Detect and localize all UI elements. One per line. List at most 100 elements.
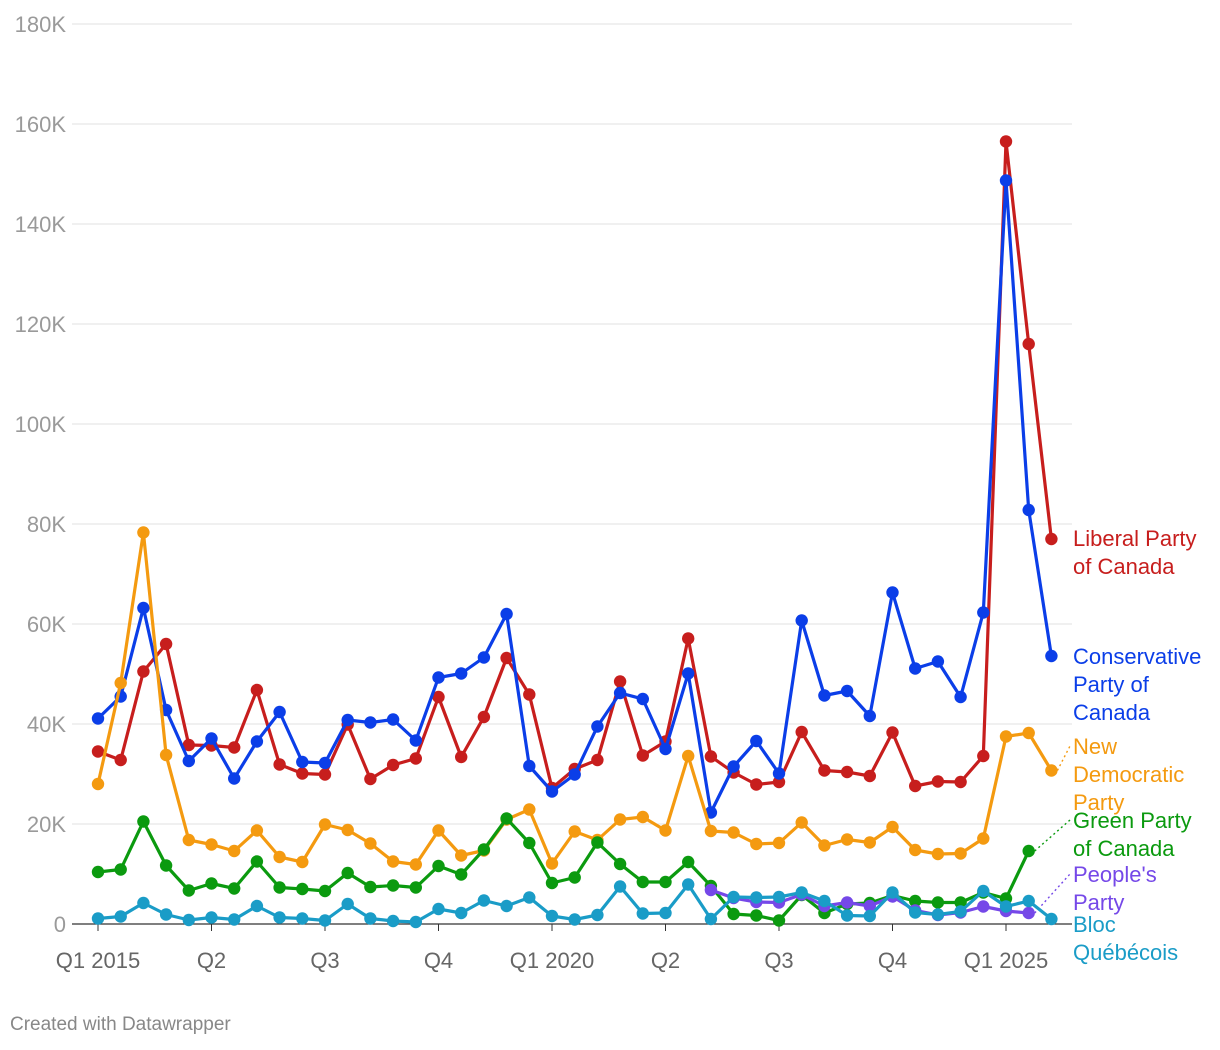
data-point-green-party-of-canada — [159, 859, 173, 872]
data-point-green-party-of-canada — [613, 857, 627, 871]
data-point-new-democratic-party — [886, 820, 899, 834]
data-point-liberal-party-of-canada — [863, 769, 876, 783]
data-point-conservative-party-of-canada — [682, 667, 695, 680]
data-point-conservative-party-of-canada — [591, 720, 604, 733]
label-connectors — [1034, 745, 1071, 914]
data-point-people-s-party — [977, 900, 990, 913]
data-point-new-democratic-party — [341, 823, 354, 837]
y-tick-label: 40K — [27, 712, 66, 737]
data-point-bloc-qu-b-cois — [682, 878, 695, 891]
data-point-liberal-party-of-canada — [886, 726, 899, 739]
data-point-new-democratic-party — [273, 850, 286, 864]
series-label-line: New — [1073, 734, 1117, 759]
series-liberal-party-of-canada — [91, 135, 1058, 795]
data-point-liberal-party-of-canada — [750, 778, 763, 791]
y-tick-label: 160K — [15, 112, 67, 137]
data-point-new-democratic-party — [977, 832, 990, 845]
series-label-line: of Canada — [1073, 554, 1175, 579]
data-point-conservative-party-of-canada — [318, 756, 332, 770]
data-point-bloc-qu-b-cois — [954, 905, 967, 918]
data-point-bloc-qu-b-cois — [523, 891, 536, 904]
data-point-bloc-qu-b-cois — [477, 894, 491, 907]
y-tick-label: 60K — [27, 612, 66, 637]
data-point-new-democratic-party — [318, 818, 332, 831]
data-point-new-democratic-party — [636, 810, 649, 824]
data-point-bloc-qu-b-cois — [772, 890, 786, 904]
data-point-liberal-party-of-canada — [432, 690, 445, 704]
data-point-new-democratic-party — [137, 526, 150, 539]
data-point-green-party-of-canada — [91, 865, 105, 879]
data-point-new-democratic-party — [931, 847, 945, 861]
x-tick-label: Q4 — [878, 948, 907, 973]
data-point-green-party-of-canada — [341, 866, 354, 880]
series-label-line: Bloc — [1073, 912, 1116, 937]
data-point-new-democratic-party — [114, 676, 127, 690]
connector-people-s-party — [1034, 873, 1071, 914]
data-point-liberal-party-of-canada — [364, 772, 377, 786]
data-point-new-democratic-party — [568, 825, 581, 838]
series-label-line: Party — [1073, 890, 1124, 915]
data-point-green-party-of-canada — [409, 881, 422, 894]
data-point-bloc-qu-b-cois — [318, 914, 332, 927]
data-point-liberal-party-of-canada — [228, 741, 241, 754]
data-point-new-democratic-party — [364, 837, 377, 850]
series-label-line: Party of — [1073, 672, 1150, 697]
data-point-conservative-party-of-canada — [772, 767, 786, 780]
data-point-bloc-qu-b-cois — [977, 884, 990, 898]
series-label-line: Democratic — [1073, 762, 1184, 787]
line-chart: 0 20K 40K 60K 80K 100K 120K 140K 160K 180K Q1 201… — [15, 12, 1202, 973]
data-point-bloc-qu-b-cois — [341, 897, 354, 911]
datawrapper-credit: Created with Datawrapper — [10, 1014, 231, 1035]
data-point-new-democratic-party — [455, 849, 468, 862]
data-point-people-s-party — [840, 896, 854, 909]
gridlines — [72, 23, 1072, 925]
data-point-bloc-qu-b-cois — [750, 891, 763, 904]
data-point-conservative-party-of-canada — [840, 684, 854, 698]
data-point-green-party-of-canada — [727, 907, 740, 921]
data-point-bloc-qu-b-cois — [999, 900, 1013, 913]
y-tick-label: 20K — [27, 812, 66, 837]
series-label-line: Conservative — [1073, 644, 1201, 669]
data-point-liberal-party-of-canada — [909, 779, 922, 793]
data-point-conservative-party-of-canada — [886, 586, 899, 599]
data-point-bloc-qu-b-cois — [727, 890, 740, 904]
data-point-liberal-party-of-canada — [999, 135, 1013, 148]
y-axis-ticks: 0 20K 40K 60K 80K 100K 120K 140K 160K 180K — [15, 12, 67, 937]
x-tick-label: Q2 — [197, 948, 226, 973]
data-point-bloc-qu-b-cois — [1022, 894, 1035, 908]
data-point-liberal-party-of-canada — [772, 775, 786, 789]
series-line-green-party-of-canada — [96, 816, 1031, 923]
data-point-new-democratic-party — [840, 833, 854, 846]
data-point-new-democratic-party — [523, 803, 536, 816]
data-point-liberal-party-of-canada — [591, 753, 604, 767]
data-point-green-party-of-canada — [455, 868, 468, 881]
series-new-democratic-party — [91, 526, 1058, 871]
data-point-new-democratic-party — [159, 748, 173, 762]
data-point-conservative-party-of-canada — [1045, 649, 1058, 663]
label-liberal-party-of-canada: Liberal Party of Canada — [1073, 526, 1197, 579]
data-point-conservative-party-of-canada — [455, 667, 468, 680]
data-point-bloc-qu-b-cois — [137, 896, 150, 910]
data-point-liberal-party-of-canada — [409, 752, 422, 765]
data-point-green-party-of-canada — [1022, 844, 1035, 858]
data-point-new-democratic-party — [795, 816, 808, 829]
y-tick-label: 120K — [15, 312, 67, 337]
data-point-bloc-qu-b-cois — [296, 912, 309, 925]
series-label-line: Québécois — [1073, 940, 1178, 965]
data-point-bloc-qu-b-cois — [818, 894, 831, 908]
data-point-liberal-party-of-canada — [977, 749, 990, 763]
data-point-bloc-qu-b-cois — [159, 908, 173, 921]
data-point-conservative-party-of-canada — [364, 716, 377, 729]
data-point-conservative-party-of-canada — [568, 768, 581, 781]
data-point-conservative-party-of-canada — [341, 713, 354, 727]
data-point-green-party-of-canada — [250, 855, 264, 868]
series-labels: Liberal Party of Canada Conservative Party … — [1073, 526, 1201, 965]
data-point-conservative-party-of-canada — [1022, 503, 1035, 517]
x-tick-label: Q1 2020 — [510, 948, 594, 973]
data-point-bloc-qu-b-cois — [704, 912, 718, 926]
data-point-new-democratic-party — [182, 833, 195, 847]
data-point-new-democratic-party — [91, 777, 105, 791]
data-point-new-democratic-party — [863, 836, 876, 849]
data-point-green-party-of-canada — [931, 896, 945, 909]
data-point-new-democratic-party — [772, 836, 786, 850]
